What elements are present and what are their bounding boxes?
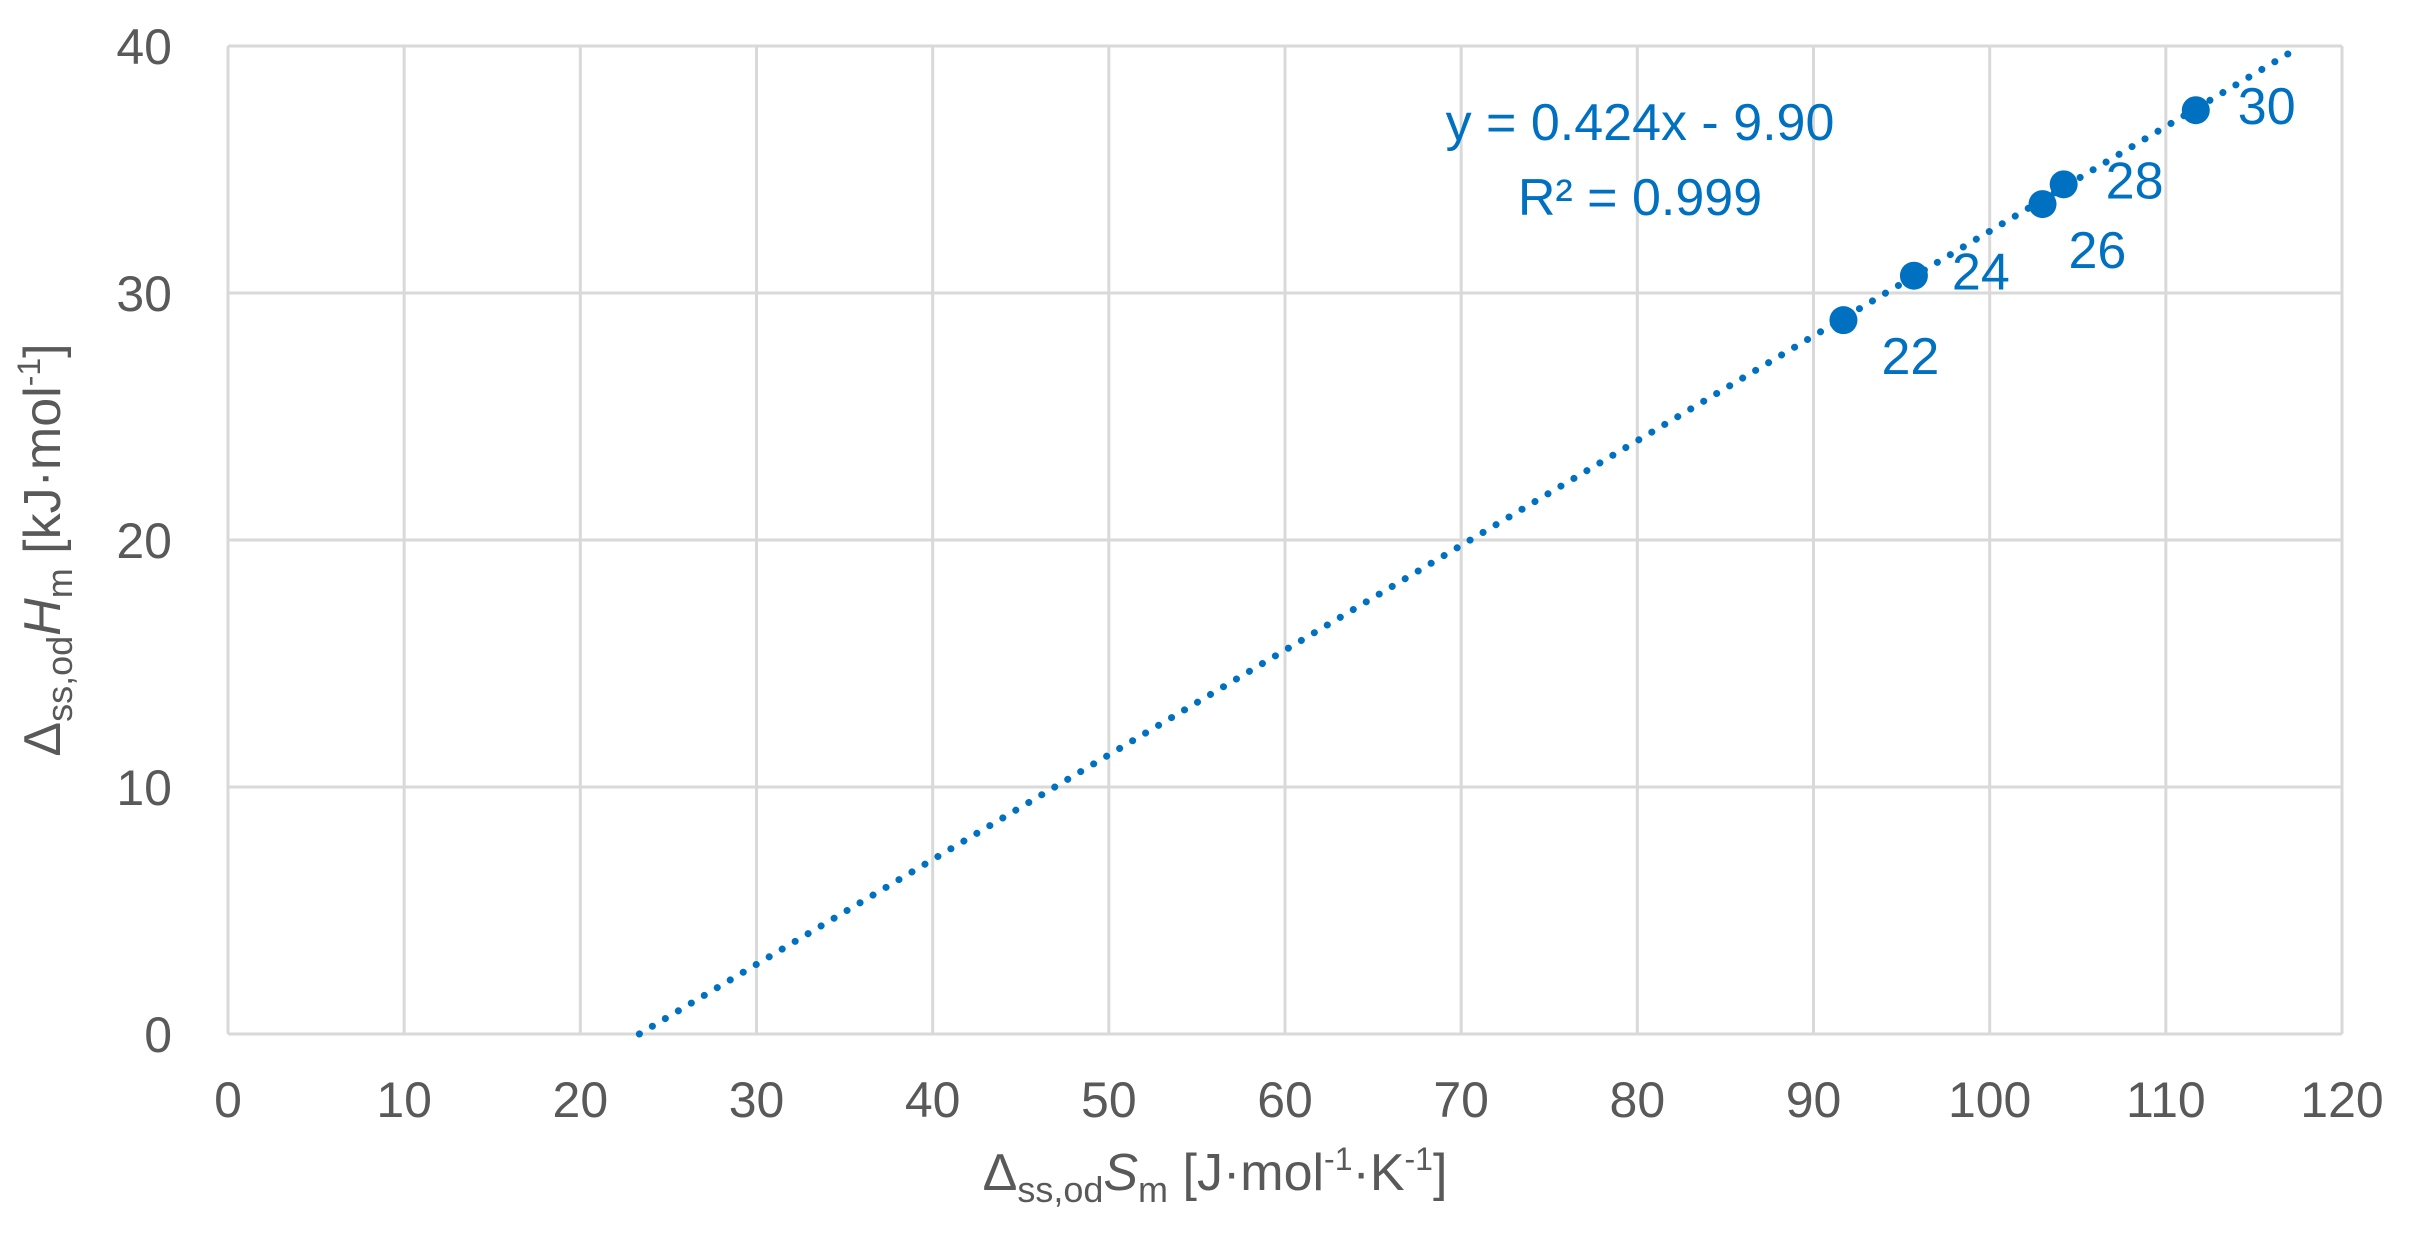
y-tick-labels: 0 10 20 30 40 bbox=[116, 19, 172, 1063]
trendline bbox=[635, 45, 2300, 1038]
y-axis-title: Δss,odHm [kJ·mol-1] bbox=[11, 343, 80, 756]
x-tick-label: 90 bbox=[1786, 1072, 1842, 1128]
trendline-group bbox=[635, 45, 2300, 1038]
x-tick-label: 80 bbox=[1610, 1072, 1666, 1128]
y-tick-label: 40 bbox=[116, 19, 172, 75]
data-label: 24 bbox=[1952, 244, 2010, 302]
data-point bbox=[2049, 170, 2078, 199]
grid bbox=[226, 44, 2344, 1036]
x-tick-label: 10 bbox=[376, 1072, 432, 1128]
x-tick-label: 20 bbox=[553, 1072, 609, 1128]
x-tick-label: 100 bbox=[1948, 1072, 2031, 1128]
x-tick-label: 120 bbox=[2300, 1072, 2383, 1128]
x-tick-label: 110 bbox=[2126, 1072, 2206, 1128]
x-tick-label: 50 bbox=[1081, 1072, 1137, 1128]
data-point bbox=[1899, 261, 1928, 290]
data-label: 26 bbox=[2069, 222, 2127, 280]
trendline-r-squared: R² = 0.999 bbox=[1518, 169, 1762, 227]
y-tick-label: 20 bbox=[116, 513, 172, 569]
data-label: 30 bbox=[2238, 78, 2296, 136]
x-tick-label: 30 bbox=[729, 1072, 785, 1128]
trendline-equation: y = 0.424x - 9.90 bbox=[1446, 94, 1835, 152]
data-point bbox=[1829, 306, 1858, 335]
data-point bbox=[2181, 96, 2210, 125]
x-axis-title: Δss,odSm [J·mol-1·K-1] bbox=[983, 1141, 1448, 1210]
y-tick-label: 30 bbox=[116, 266, 172, 322]
x-tick-label: 70 bbox=[1433, 1072, 1489, 1128]
x-tick-labels: 0 10 20 30 40 50 60 70 80 90 100 110 120 bbox=[214, 1072, 2384, 1128]
y-tick-label: 10 bbox=[116, 760, 172, 816]
x-tick-label: 40 bbox=[905, 1072, 961, 1128]
y-tick-label: 0 bbox=[144, 1007, 172, 1063]
x-tick-label: 60 bbox=[1257, 1072, 1313, 1128]
data-label: 22 bbox=[1881, 328, 1939, 386]
x-tick-label: 0 bbox=[214, 1072, 242, 1128]
data-point bbox=[2028, 190, 2057, 219]
data-label: 28 bbox=[2106, 152, 2164, 210]
